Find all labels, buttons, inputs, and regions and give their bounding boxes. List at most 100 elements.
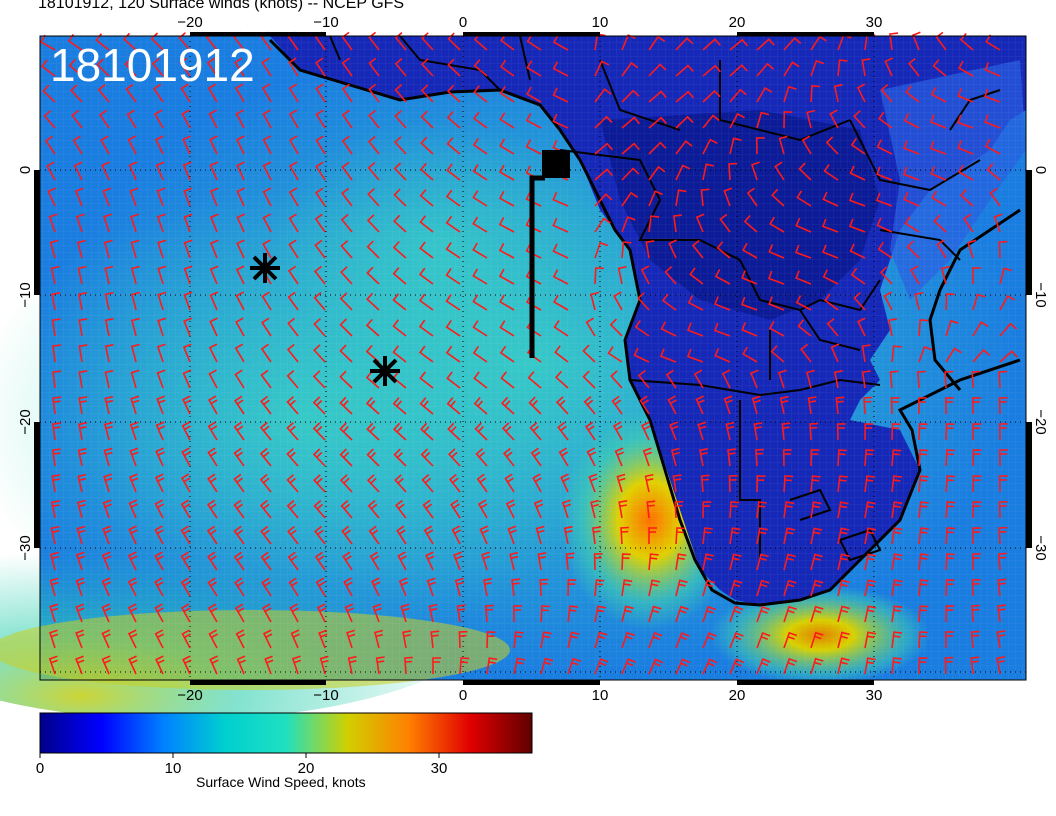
wind-barb bbox=[729, 605, 744, 623]
wind-barb bbox=[755, 137, 765, 155]
wind-barb bbox=[648, 527, 657, 544]
wind-barb bbox=[552, 243, 569, 259]
wind-barb bbox=[235, 265, 245, 285]
wind-barb bbox=[103, 421, 113, 441]
wind-barb bbox=[864, 657, 876, 675]
wind-barb bbox=[807, 396, 817, 415]
wind-barb bbox=[648, 215, 660, 233]
wind-barb bbox=[945, 605, 955, 623]
wind-barb bbox=[918, 527, 929, 545]
wind-barb bbox=[206, 57, 218, 77]
wind-barb bbox=[75, 603, 85, 623]
wind-barb bbox=[154, 629, 165, 649]
wind-barb bbox=[675, 605, 689, 623]
wind-barb bbox=[769, 216, 785, 233]
wind-barb bbox=[208, 109, 218, 129]
wind-barb bbox=[233, 499, 245, 519]
wind-barb bbox=[262, 109, 272, 129]
wind-barb bbox=[660, 321, 677, 337]
wind-barb bbox=[610, 370, 623, 389]
wind-barb bbox=[393, 136, 407, 155]
wind-barb bbox=[127, 603, 138, 623]
wind-barb bbox=[620, 526, 629, 545]
wind-barb bbox=[918, 423, 928, 441]
wind-barb bbox=[853, 292, 866, 311]
wind-barb bbox=[810, 475, 821, 493]
wind-barb bbox=[262, 187, 272, 207]
wind-barb bbox=[639, 395, 650, 415]
wind-barb bbox=[561, 499, 572, 519]
wind-barb bbox=[472, 268, 488, 285]
wind-barb bbox=[286, 474, 299, 493]
wind-barb bbox=[621, 579, 633, 597]
wind-barb bbox=[486, 631, 496, 649]
wind-barb bbox=[972, 293, 986, 311]
wind-barb bbox=[474, 422, 488, 441]
wind-barb bbox=[103, 213, 112, 233]
wind-barb bbox=[967, 239, 977, 259]
wind-barb bbox=[648, 579, 661, 597]
wind-barb bbox=[418, 319, 434, 337]
wind-barb bbox=[648, 35, 666, 51]
wind-barb bbox=[392, 422, 407, 441]
colorbar-tick: 30 bbox=[431, 760, 448, 777]
wind-barb bbox=[714, 269, 731, 285]
wind-barb bbox=[367, 161, 380, 181]
wind-barb bbox=[124, 58, 137, 77]
wind-barb bbox=[447, 58, 461, 77]
wind-barb bbox=[339, 422, 353, 441]
wind-barb bbox=[614, 447, 625, 467]
wind-barb bbox=[454, 577, 464, 597]
wind-barb bbox=[128, 525, 138, 545]
wind-barb bbox=[621, 216, 636, 233]
wind-barb bbox=[48, 655, 58, 675]
wind-barb bbox=[288, 213, 299, 233]
wind-barb bbox=[958, 164, 974, 181]
wind-barb bbox=[77, 292, 87, 311]
wind-barb bbox=[209, 187, 219, 207]
wind-barb bbox=[728, 162, 738, 181]
wind-barb bbox=[837, 579, 850, 597]
wind-barb bbox=[621, 142, 640, 155]
wind-barb bbox=[287, 291, 299, 311]
wind-barb bbox=[206, 499, 218, 519]
wind-barb bbox=[78, 396, 88, 415]
wind-barb bbox=[472, 137, 488, 155]
wind-barb bbox=[621, 631, 635, 649]
wind-barb bbox=[346, 629, 356, 649]
wind-barb bbox=[314, 187, 326, 207]
wind-barb bbox=[392, 319, 407, 337]
wind-barb bbox=[875, 192, 893, 207]
wind-barb bbox=[648, 553, 659, 571]
wind-barb bbox=[930, 114, 947, 129]
wind-barb bbox=[46, 161, 56, 181]
wind-barb bbox=[50, 551, 60, 571]
wind-barb bbox=[795, 217, 812, 233]
wind-barb bbox=[313, 318, 326, 337]
wind-barb bbox=[675, 90, 695, 103]
wind-barb bbox=[207, 577, 218, 597]
wind-barb bbox=[260, 551, 272, 571]
wind-barb bbox=[234, 369, 245, 389]
wind-barb bbox=[235, 629, 246, 649]
wind-barb bbox=[445, 294, 461, 311]
wind-barb bbox=[861, 344, 871, 363]
wind-barb bbox=[998, 240, 1008, 259]
wind-barb bbox=[996, 656, 1006, 675]
wind-barb bbox=[400, 603, 410, 623]
wind-barb bbox=[340, 499, 353, 519]
wind-barb bbox=[972, 449, 982, 467]
wind-barb bbox=[207, 473, 218, 493]
wind-barb bbox=[339, 448, 353, 467]
wind-barb bbox=[498, 190, 515, 207]
wind-barb bbox=[891, 449, 902, 467]
wind-barb bbox=[261, 83, 272, 103]
wind-barb bbox=[687, 295, 704, 311]
wind-barb bbox=[182, 655, 192, 675]
wind-barb bbox=[513, 605, 522, 623]
wind-barb bbox=[661, 293, 677, 311]
wind-barb bbox=[368, 109, 380, 129]
wind-barb bbox=[985, 34, 1001, 51]
wind-barb bbox=[156, 369, 166, 389]
wind-barb bbox=[393, 162, 407, 181]
